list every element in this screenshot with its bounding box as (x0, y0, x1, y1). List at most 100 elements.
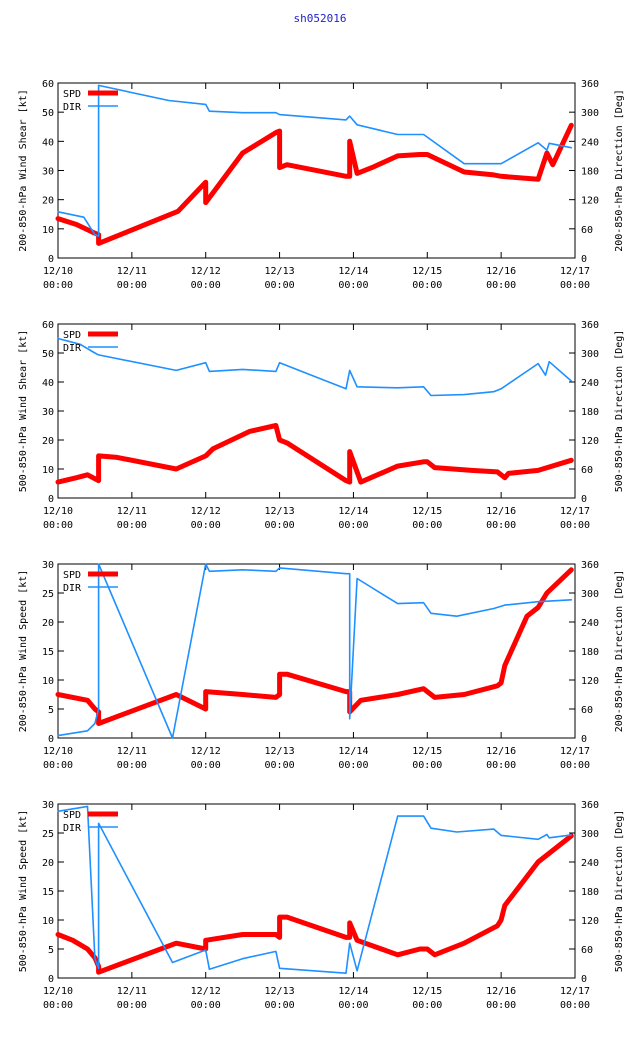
x-tick-date: 12/16 (486, 506, 516, 517)
legend-dir-label: DIR (63, 343, 82, 354)
x-tick-date: 12/17 (560, 986, 590, 997)
y-left-tick-label: 5 (48, 705, 54, 716)
x-tick-date: 12/14 (338, 506, 368, 517)
x-tick-date: 12/17 (560, 746, 590, 757)
y-right-tick-label: 60 (581, 225, 593, 236)
x-tick-date: 12/11 (117, 746, 147, 757)
x-tick-time: 00:00 (191, 1000, 221, 1011)
x-tick-date: 12/15 (412, 986, 442, 997)
x-tick-time: 00:00 (560, 760, 590, 771)
x-tick-date: 12/17 (560, 266, 590, 277)
y-right-tick-label: 360 (581, 800, 599, 811)
spd-series-line (55, 122, 574, 246)
y-left-tick-label: 0 (48, 254, 54, 265)
legend-spd-label: SPD (63, 810, 81, 821)
y-right-tick-label: 0 (581, 734, 587, 745)
y-right-tick-label: 60 (581, 945, 593, 956)
x-tick-time: 00:00 (560, 280, 590, 291)
y-left-tick-label: 15 (42, 647, 54, 658)
page-title: sh052016 (293, 12, 347, 25)
x-tick-date: 12/11 (117, 266, 147, 277)
y-right-tick-label: 360 (581, 320, 599, 331)
x-tick-date: 12/13 (265, 746, 295, 757)
y-right-tick-label: 60 (581, 465, 593, 476)
y-left-tick-label: 25 (42, 829, 54, 840)
x-tick-time: 00:00 (412, 520, 442, 531)
y-left-tick-label: 10 (42, 465, 54, 476)
x-tick-date: 12/12 (191, 986, 221, 997)
y-right-tick-label: 240 (581, 858, 599, 869)
y-left-tick-label: 20 (42, 196, 54, 207)
y-right-tick-label: 60 (581, 705, 593, 716)
y-right-tick-label: 300 (581, 829, 599, 840)
x-tick-date: 12/16 (486, 266, 516, 277)
x-tick-time: 00:00 (265, 520, 295, 531)
x-tick-date: 12/14 (338, 266, 368, 277)
x-tick-time: 00:00 (191, 280, 221, 291)
y-left-tick-label: 20 (42, 618, 54, 629)
y-right-axis-label: 500-850-hPa Direction [Deg] (614, 330, 625, 493)
x-tick-time: 00:00 (560, 1000, 590, 1011)
x-tick-time: 00:00 (412, 760, 442, 771)
legend-dir-label: DIR (63, 823, 82, 834)
y-left-tick-label: 5 (48, 945, 54, 956)
x-tick-time: 00:00 (265, 760, 295, 771)
legend-spd-label: SPD (63, 89, 81, 100)
y-right-axis-label: 200-850-hPa Direction [Deg] (614, 570, 625, 733)
x-tick-date: 12/12 (191, 266, 221, 277)
y-right-tick-label: 0 (581, 974, 587, 985)
y-right-tick-label: 180 (581, 167, 599, 178)
x-tick-date: 12/15 (412, 506, 442, 517)
x-tick-time: 00:00 (338, 1000, 368, 1011)
x-tick-time: 00:00 (338, 280, 368, 291)
x-tick-date: 12/11 (117, 506, 147, 517)
x-tick-date: 12/10 (43, 986, 73, 997)
x-tick-date: 12/12 (191, 746, 221, 757)
y-left-axis-label: 200-850-hPa Wind Shear [kt] (18, 89, 29, 252)
x-tick-time: 00:00 (412, 1000, 442, 1011)
legend-dir-label: DIR (63, 102, 82, 113)
x-tick-date: 12/10 (43, 506, 73, 517)
y-left-tick-label: 30 (42, 167, 54, 178)
dir-series-line (57, 337, 573, 397)
x-tick-time: 00:00 (43, 1000, 73, 1011)
x-tick-date: 12/12 (191, 506, 221, 517)
x-tick-time: 00:00 (43, 760, 73, 771)
dir-series-line (57, 805, 573, 975)
y-left-tick-label: 30 (42, 407, 54, 418)
y-right-tick-label: 240 (581, 618, 599, 629)
y-right-tick-label: 360 (581, 560, 599, 571)
y-right-tick-label: 0 (581, 494, 587, 505)
dir-series-line (57, 563, 573, 739)
y-left-tick-label: 10 (42, 916, 54, 927)
y-right-tick-label: 300 (581, 108, 599, 119)
x-tick-time: 00:00 (191, 760, 221, 771)
y-left-tick-label: 50 (42, 108, 54, 119)
x-tick-date: 12/16 (486, 746, 516, 757)
y-left-tick-label: 30 (42, 560, 54, 571)
x-tick-time: 00:00 (486, 760, 516, 771)
y-left-tick-label: 40 (42, 137, 54, 148)
x-tick-date: 12/13 (265, 266, 295, 277)
x-tick-date: 12/15 (412, 266, 442, 277)
x-tick-time: 00:00 (43, 280, 73, 291)
legend-spd-label: SPD (63, 330, 81, 341)
y-right-tick-label: 120 (581, 196, 599, 207)
y-left-tick-label: 60 (42, 320, 54, 331)
x-tick-time: 00:00 (117, 760, 147, 771)
y-right-tick-label: 120 (581, 436, 599, 447)
y-left-tick-label: 40 (42, 378, 54, 389)
y-right-tick-label: 360 (581, 79, 599, 90)
x-tick-time: 00:00 (117, 280, 147, 291)
spd-series-line (55, 567, 574, 726)
spd-series-line (55, 833, 574, 975)
y-left-tick-label: 0 (48, 494, 54, 505)
y-left-axis-label: 200-850-hPa Wind Speed [kt] (18, 570, 29, 733)
x-tick-time: 00:00 (486, 280, 516, 291)
y-left-tick-label: 60 (42, 79, 54, 90)
plot-frame (57, 803, 576, 979)
y-right-tick-label: 120 (581, 916, 599, 927)
y-left-tick-label: 10 (42, 676, 54, 687)
x-tick-time: 00:00 (338, 760, 368, 771)
y-right-tick-label: 180 (581, 887, 599, 898)
